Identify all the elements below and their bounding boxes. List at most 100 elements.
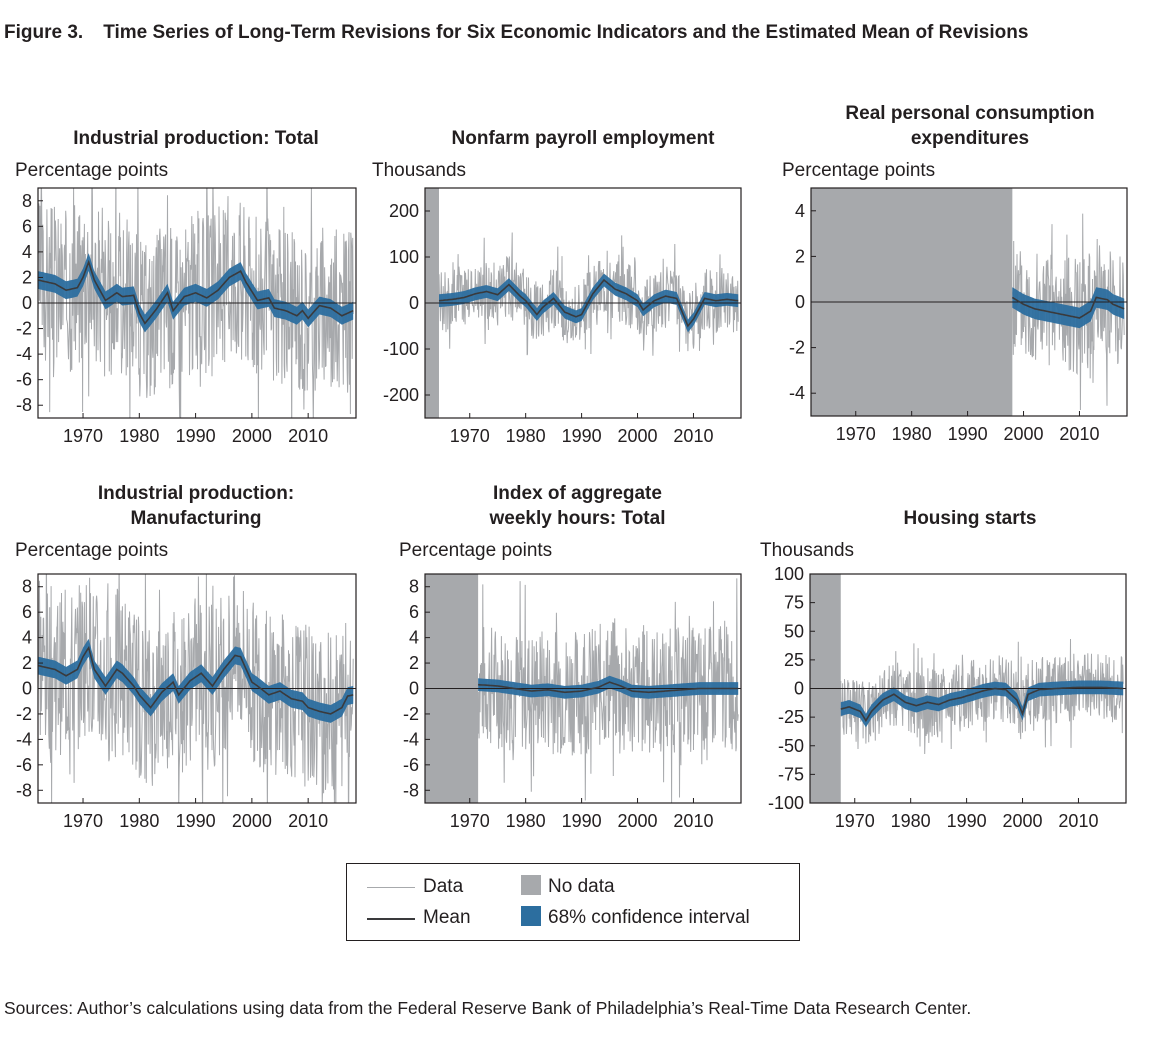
y-tick-label: 0 — [409, 293, 419, 313]
y-tick-label: -8 — [403, 780, 419, 800]
y-tick-label: -8 — [16, 780, 32, 800]
legend-data-label: Data — [423, 876, 464, 897]
y-tick-label: -100 — [383, 339, 419, 359]
y-tick-label: -4 — [789, 383, 805, 403]
x-tick-label: 2010 — [673, 811, 713, 831]
y-tick-label: 200 — [389, 201, 419, 221]
ylabel-industrial-total: Percentage points — [15, 160, 169, 181]
x-tick-label: 1980 — [891, 811, 931, 831]
y-tick-label: 4 — [22, 242, 32, 262]
chart-housing-starts: -100 -75 -50 -25 0 25 50 75 100 1970 1980 1990 2000 2… — [768, 564, 1127, 831]
mean-line — [478, 681, 739, 694]
x-tick-label: 1990 — [562, 426, 602, 446]
y-tick-label: 4 — [795, 201, 805, 221]
y-tick-label: -2 — [16, 704, 32, 724]
figure-number: Figure 3. — [4, 22, 84, 43]
panel-title-industrial-manufacturing: Industrial production: Manufacturing — [97, 483, 295, 529]
y-tick-label: -50 — [778, 736, 804, 756]
y-tick-label: 8 — [409, 577, 419, 597]
y-tick-label: -6 — [16, 755, 32, 775]
y-tick-label: 6 — [22, 602, 32, 622]
x-tick-label: 2010 — [673, 426, 713, 446]
figure-title: Figure 3. Time Series of Long-Term Revisi… — [4, 22, 1028, 44]
y-tick-label: 0 — [794, 679, 804, 699]
legend-no-data-swatch — [521, 875, 541, 895]
mean-line — [1011, 296, 1125, 319]
ylabel-real-pce: Percentage points — [782, 160, 936, 181]
confidence-band — [478, 675, 739, 699]
y-tick-label: 0 — [795, 292, 805, 312]
ylabel-nonfarm-payroll: Thousands — [372, 160, 467, 181]
y-tick-label: 4 — [22, 628, 32, 648]
y-tick-label: 2 — [22, 653, 32, 673]
x-tick-label: 2000 — [1003, 811, 1043, 831]
panel-title-aggregate-weekly-hours: Index of aggregate weekly hours: Total — [489, 483, 666, 529]
panel-title-nonfarm-payroll: Nonfarm payroll employment — [451, 128, 715, 149]
x-tick-label: 2000 — [232, 811, 272, 831]
y-tick-label: 0 — [22, 293, 32, 313]
chart-real-pce: -4 -2 0 2 4 1970 1980 1990 2000 2010 — [789, 187, 1128, 444]
x-tick-label: 2000 — [618, 811, 658, 831]
y-tick-label: -2 — [403, 704, 419, 724]
chart-nonfarm-payroll: -200 -100 0 100 200 1970 1980 1990 2000 2010 — [383, 187, 742, 446]
y-tick-label: 6 — [409, 602, 419, 622]
mean-line — [438, 278, 739, 328]
y-tick-label: 75 — [784, 593, 804, 613]
legend: Data No data Mean 68% confidence interva… — [346, 863, 800, 941]
x-tick-label: 1990 — [562, 811, 602, 831]
x-tick-label: 1980 — [119, 811, 159, 831]
panel-title-housing-starts: Housing starts — [903, 508, 1037, 529]
y-tick-label: -6 — [403, 755, 419, 775]
y-tick-label: -100 — [768, 793, 804, 813]
y-tick-label: -2 — [789, 338, 805, 358]
x-tick-label: 1970 — [835, 811, 875, 831]
panel-title-real-pce: Real personal consumption expenditures — [845, 103, 1095, 149]
x-tick-label: 1980 — [892, 424, 932, 444]
y-tick-label: 2 — [795, 246, 805, 266]
x-tick-label: 1990 — [176, 811, 216, 831]
x-tick-label: 2010 — [288, 426, 328, 446]
x-tick-label: 1970 — [450, 426, 490, 446]
chart-aggregate-weekly-hours: -8 -6 -4 -2 0 2 4 6 8 1970 1980 1990 2000 2010 — [403, 573, 742, 831]
y-tick-label: 2 — [409, 653, 419, 673]
y-tick-label: 0 — [22, 679, 32, 699]
legend-ci-swatch — [521, 906, 541, 926]
y-tick-label: -6 — [16, 370, 32, 390]
data-series — [840, 638, 1124, 755]
panel-title-industrial-total: Industrial production: Total — [73, 128, 319, 149]
x-tick-label: 2010 — [1058, 811, 1098, 831]
y-tick-label: 6 — [22, 216, 32, 236]
x-tick-label: 1980 — [506, 426, 546, 446]
legend-ci-label: 68% confidence interval — [548, 907, 750, 928]
data-series — [38, 574, 354, 803]
y-tick-label: 2 — [22, 267, 32, 287]
mean-line — [840, 686, 1124, 723]
x-tick-label: 1970 — [450, 811, 490, 831]
y-tick-label: 100 — [389, 247, 419, 267]
y-tick-label: 25 — [784, 650, 804, 670]
legend-data-line — [367, 887, 415, 888]
chart-industrial-total: -8 -6 -4 -2 0 2 4 6 8 1970 1980 1990 2000 2010 — [16, 187, 357, 446]
x-tick-label: 2000 — [232, 426, 272, 446]
y-tick-label: 50 — [784, 621, 804, 641]
y-tick-label: -25 — [778, 707, 804, 727]
y-tick-label: -2 — [16, 319, 32, 339]
confidence-band — [38, 638, 354, 723]
x-tick-label: 1970 — [836, 424, 876, 444]
confidence-band — [840, 680, 1124, 728]
x-tick-label: 2010 — [288, 811, 328, 831]
x-tick-label: 2000 — [1004, 424, 1044, 444]
y-tick-label: -8 — [16, 395, 32, 415]
y-tick-label: -4 — [16, 729, 32, 749]
y-tick-label: 4 — [409, 628, 419, 648]
legend-mean-line — [367, 918, 415, 920]
y-tick-label: 8 — [22, 577, 32, 597]
y-tick-label: -75 — [778, 764, 804, 784]
x-tick-label: 2010 — [1059, 424, 1099, 444]
y-tick-label: -4 — [403, 729, 419, 749]
x-tick-label: 1990 — [948, 424, 988, 444]
x-tick-label: 1970 — [63, 426, 103, 446]
y-tick-label: -4 — [16, 344, 32, 364]
x-tick-label: 1980 — [506, 811, 546, 831]
mean-line — [38, 259, 354, 325]
